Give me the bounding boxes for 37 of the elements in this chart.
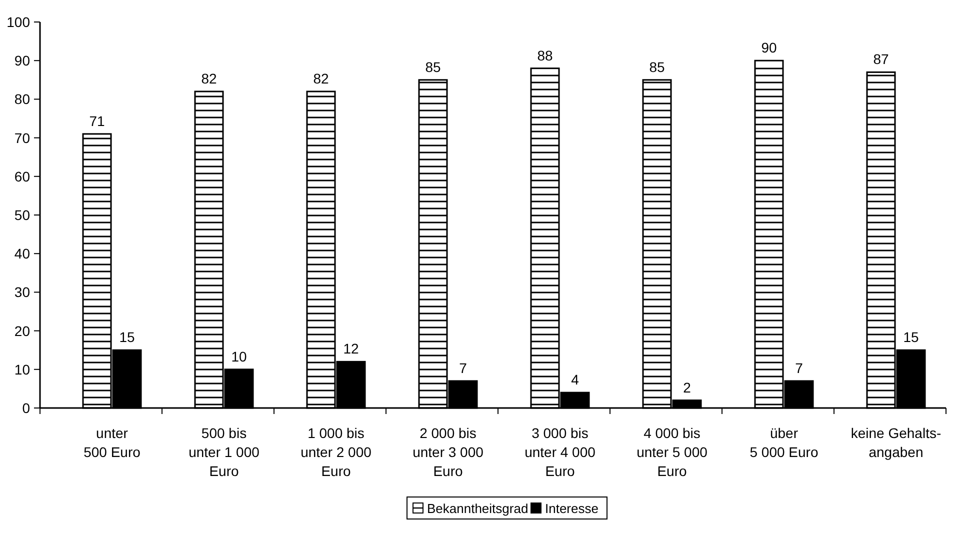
y-tick-label: 10 [14,361,30,378]
data-label: 90 [761,40,777,56]
data-label: 12 [343,340,359,357]
data-label: 82 [313,70,329,86]
y-tick-label: 30 [14,284,30,300]
y-tick-label: 90 [14,52,30,69]
x-tick-label: 2 000 bis unter 3 000 Euro [412,425,484,479]
x-tick-label: unter 500 Euro [84,425,141,460]
y-tick-label: 100 [6,14,30,30]
x-tick-label: über 5 000 Euro [750,425,818,460]
y-tick-label: 40 [14,246,30,262]
y-tick-label: 70 [14,130,30,146]
y-tick-label: 50 [14,207,30,223]
legend-label: Bekanntheitsgrad [427,501,528,516]
data-label: 88 [537,47,553,64]
data-label: 71 [89,112,105,129]
y-tick-label: 0 [22,400,30,416]
data-label: 7 [459,360,468,376]
data-label: 4 [571,372,580,388]
data-label: 87 [873,51,889,68]
x-tick-label: keine Gehalts- angaben [850,425,942,460]
x-tick-label: 3 000 bis unter 4 000 Euro [524,425,596,479]
y-tick-label: 80 [14,91,30,108]
data-label: 2 [683,379,692,396]
legend-label: Interesse [545,501,598,516]
data-label: 82 [201,70,217,86]
data-label: 7 [795,360,804,376]
data-label: 15 [119,329,135,346]
data-label: 85 [649,58,665,75]
data-label: 85 [425,58,441,75]
data-label: 15 [903,329,919,346]
y-tick-label: 20 [14,322,30,339]
x-tick-label: 500 bis unter 1 000 Euro [188,425,260,479]
data-label: 10 [231,348,247,364]
x-tick-label: 4 000 bis unter 5 000 Euro [636,425,708,479]
y-tick-label: 60 [14,168,30,184]
x-tick-label: 1 000 bis unter 2 000 Euro [300,425,372,479]
